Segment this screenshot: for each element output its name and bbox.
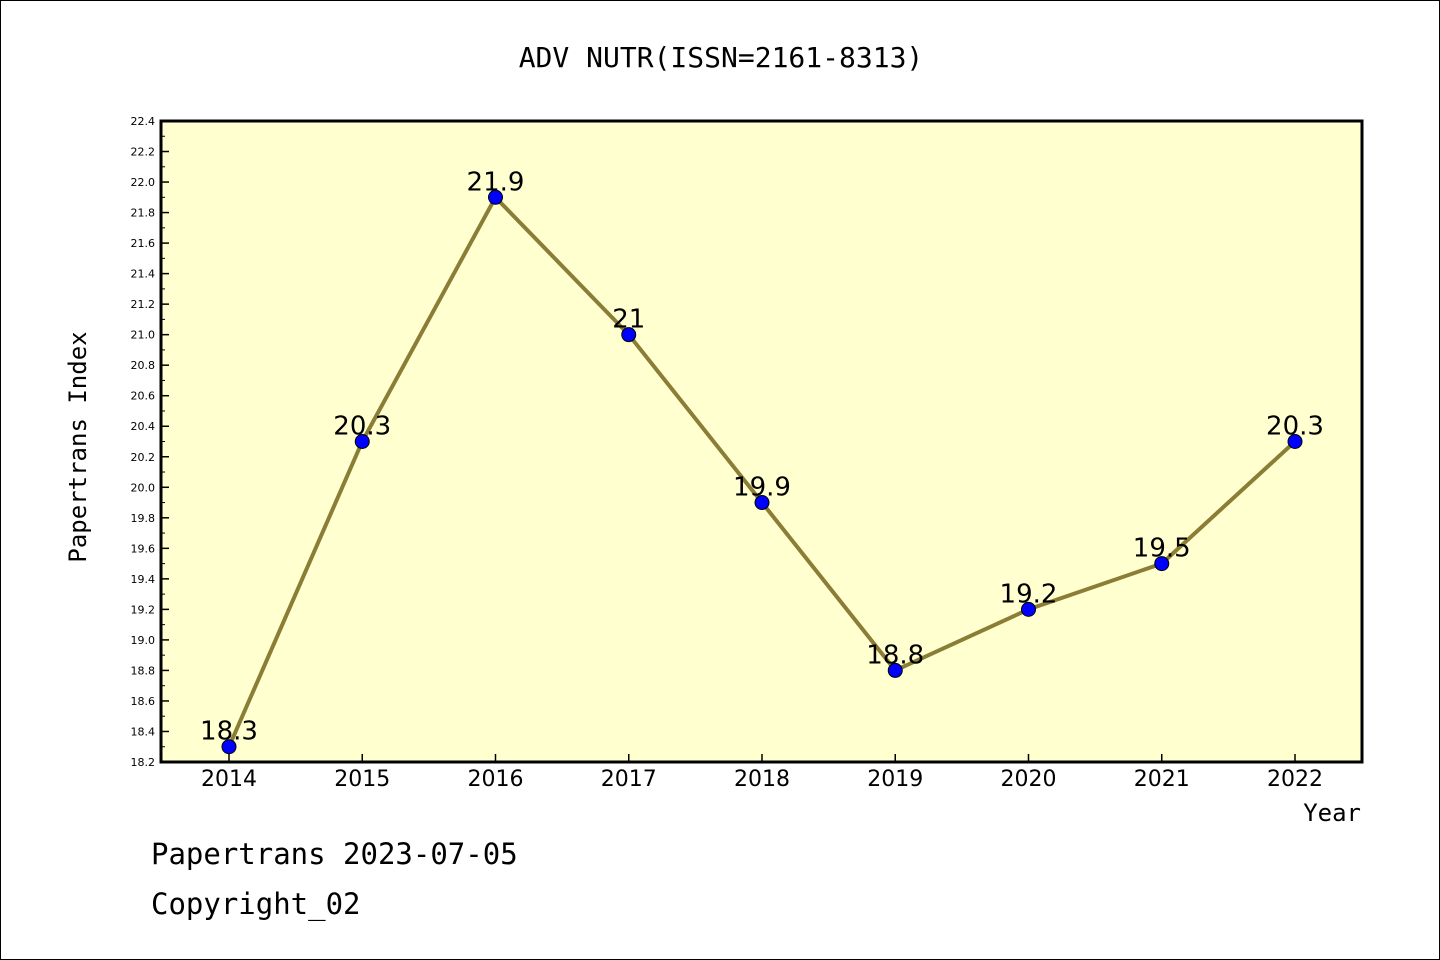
x-axis: 2014 2015 2016 2017 2018 2019 2020 2021 2022 bbox=[201, 754, 1323, 792]
data-label: 18.3 bbox=[200, 717, 258, 747]
y-tick-label: 20.2 bbox=[131, 451, 156, 464]
data-label: 20.3 bbox=[1266, 412, 1324, 442]
y-tick-label: 18.8 bbox=[131, 664, 156, 677]
y-tick-label: 19.4 bbox=[131, 573, 156, 586]
data-point bbox=[354, 434, 370, 449]
y-tick-label: 20.6 bbox=[131, 390, 156, 403]
x-tick-label: 2018 bbox=[734, 767, 790, 792]
data-label: 19.2 bbox=[1000, 579, 1058, 609]
y-tick-label: 19.2 bbox=[131, 603, 156, 616]
series-markers bbox=[221, 189, 1303, 755]
x-tick-label: 2019 bbox=[867, 767, 923, 792]
y-tick-label: 21.4 bbox=[131, 268, 156, 281]
data-label: 19.9 bbox=[733, 473, 791, 503]
x-tick-label: 2022 bbox=[1267, 767, 1323, 792]
y-tick-label: 21.0 bbox=[131, 329, 156, 342]
x-tick-label: 2016 bbox=[468, 767, 524, 792]
data-label: 18.8 bbox=[866, 640, 924, 670]
x-tick-label: 2020 bbox=[1001, 767, 1057, 792]
y-tick-label: 21.2 bbox=[131, 298, 156, 311]
x-tick-label: 2015 bbox=[334, 767, 390, 792]
data-point bbox=[1154, 556, 1170, 572]
y-tick-label: 18.2 bbox=[131, 756, 156, 769]
x-tick-label: 2014 bbox=[201, 767, 257, 792]
y-tick-label: 18.4 bbox=[131, 725, 156, 738]
y-axis: 18.2 18.4 18.6 18.8 19.0 19.2 19.4 19.6 19.8 20.0… bbox=[131, 115, 169, 769]
footer-copyright: Copyright_02 bbox=[151, 887, 361, 921]
data-point bbox=[221, 739, 237, 755]
footer-date: Papertrans 2023-07-05 bbox=[151, 837, 518, 871]
y-tick-label: 19.8 bbox=[131, 512, 156, 525]
x-axis-label: Year bbox=[1303, 799, 1361, 827]
data-point bbox=[1287, 434, 1303, 449]
data-labels: 18.3 20.3 21.9 21 19.9 18.8 19.2 19.5 20.3 bbox=[200, 167, 1324, 746]
y-tick-label: 19.0 bbox=[131, 634, 156, 647]
data-point bbox=[621, 327, 637, 343]
y-tick-label: 22.2 bbox=[131, 146, 156, 159]
data-point bbox=[488, 189, 503, 205]
data-label: 21 bbox=[612, 305, 645, 335]
y-tick-label: 20.0 bbox=[131, 481, 156, 494]
y-tick-label: 20.8 bbox=[131, 359, 156, 372]
y-tick-label: 21.8 bbox=[131, 207, 156, 220]
y-tick-label: 22.4 bbox=[131, 115, 156, 128]
y-tick-label: 19.6 bbox=[131, 542, 156, 555]
y-tick-label: 20.4 bbox=[131, 420, 156, 433]
y-tick-label: 22.0 bbox=[131, 176, 156, 189]
x-tick-label: 2021 bbox=[1134, 767, 1190, 792]
y-axis-label: Papertrans Index bbox=[64, 331, 92, 562]
data-label: 19.5 bbox=[1133, 534, 1191, 564]
data-label: 20.3 bbox=[333, 412, 391, 442]
y-tick-label: 18.6 bbox=[131, 695, 156, 708]
data-label: 21.9 bbox=[467, 167, 525, 197]
y-tick-label: 21.6 bbox=[131, 237, 156, 250]
x-tick-label: 2017 bbox=[601, 767, 657, 792]
data-point bbox=[754, 495, 770, 511]
chart-title: ADV NUTR(ISSN=2161-8313) bbox=[519, 41, 924, 74]
plot-area bbox=[159, 119, 1364, 764]
data-point bbox=[887, 662, 903, 678]
data-point bbox=[1021, 601, 1036, 617]
